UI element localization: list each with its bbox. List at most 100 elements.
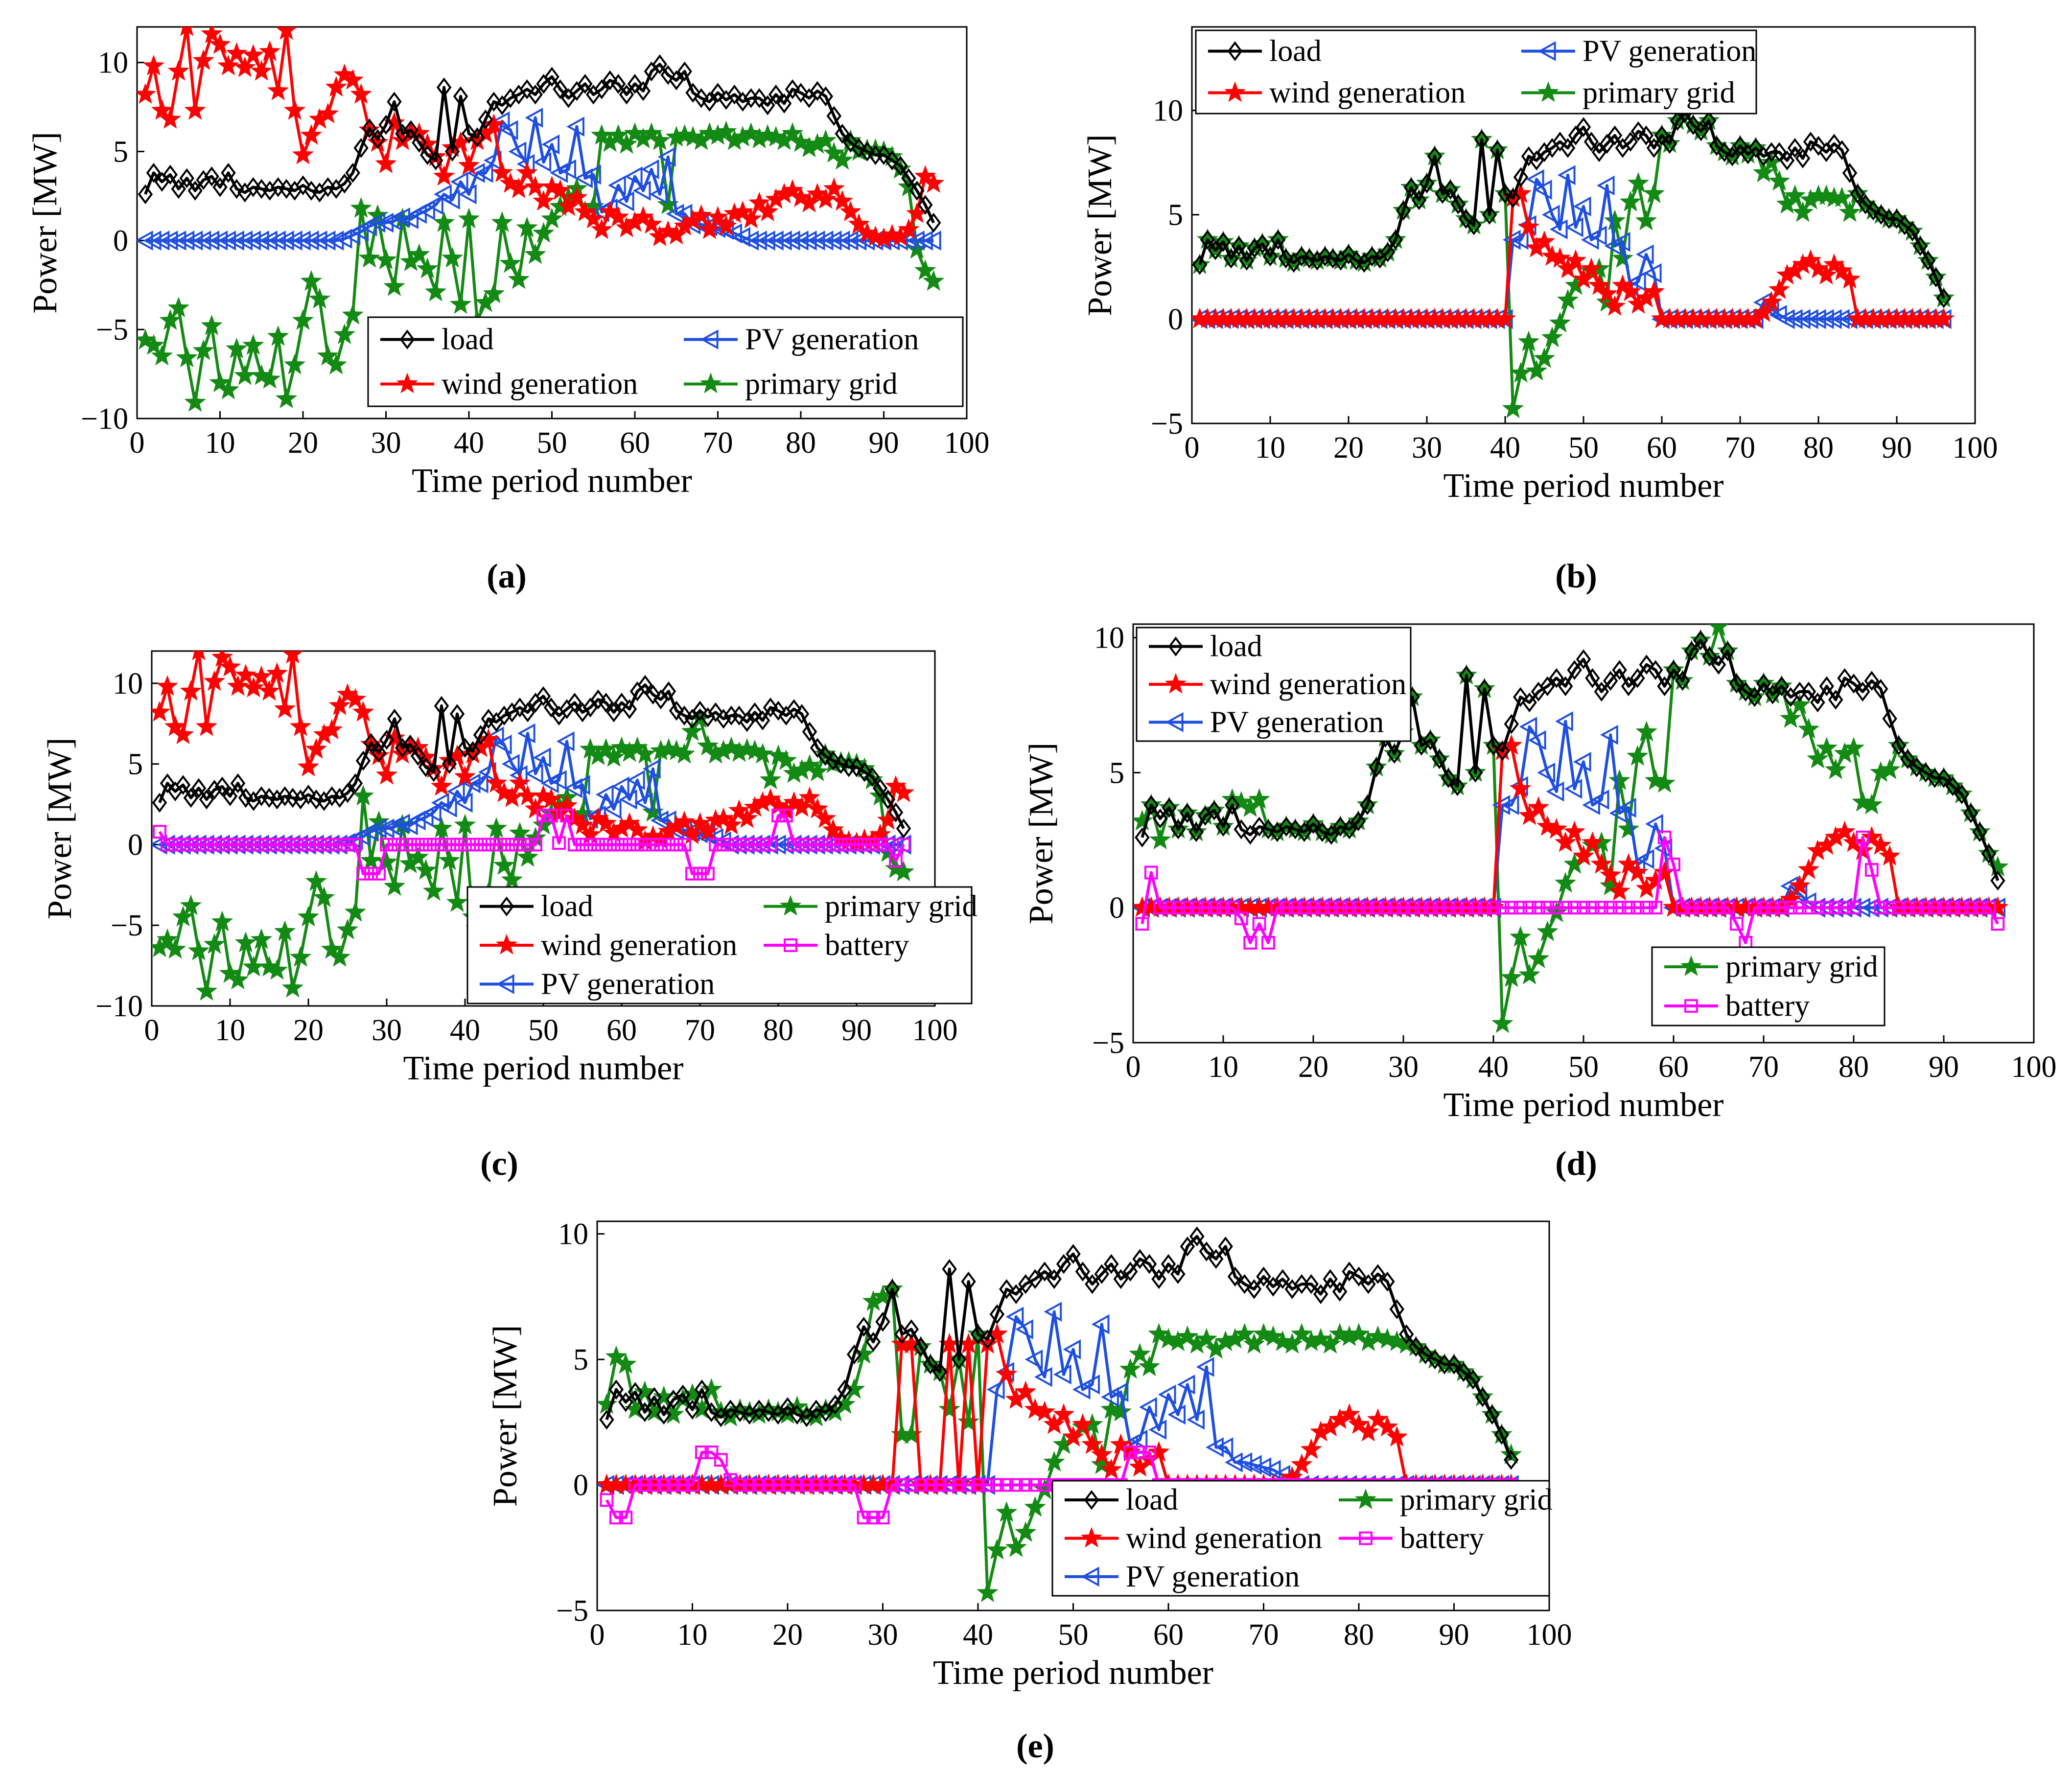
data-point-load [1143, 795, 1159, 815]
data-point-battery [662, 838, 675, 852]
data-point-load [1380, 1271, 1395, 1292]
data-point-load [1466, 1369, 1481, 1390]
data-point-grid [1502, 397, 1524, 419]
data-point-battery [356, 866, 370, 881]
data-point-battery [1000, 1478, 1014, 1492]
data-point-battery [1829, 901, 1843, 915]
data-point-battery [1757, 901, 1770, 915]
data-point-grid [1797, 718, 1820, 739]
data-point-load [187, 181, 203, 201]
data-point-wind [1517, 216, 1540, 237]
data-point-load [535, 686, 551, 706]
data-point-wind [1545, 817, 1567, 839]
data-point-pv [1492, 795, 1510, 815]
data-point-load [1279, 817, 1294, 837]
data-point-wind [283, 99, 306, 120]
data-point-battery [771, 1478, 785, 1492]
data-point-load [656, 1404, 672, 1425]
data-point-load [1304, 1274, 1319, 1294]
data-point-load [481, 709, 496, 729]
data-point-battery [1712, 901, 1725, 915]
data-point-load [739, 712, 755, 732]
data-point-wind [798, 191, 820, 212]
data-point-wind [501, 786, 523, 807]
data-point-battery [809, 1478, 823, 1492]
legend-label-wind: wind generation [541, 929, 737, 962]
data-point-load [246, 177, 261, 197]
data-point-battery [1171, 901, 1185, 915]
data-point-battery [685, 1478, 699, 1492]
data-point-load [1864, 671, 1880, 691]
legend-label-load: load [442, 323, 494, 356]
data-point-wind [1533, 230, 1556, 251]
legend-label-wind: wind generation [1126, 1522, 1322, 1555]
data-point-pv [634, 793, 653, 813]
data-point-load [1918, 763, 1933, 783]
data-point-grid [1525, 360, 1548, 381]
data-point-pv [417, 200, 435, 220]
data-point-load [760, 95, 775, 116]
data-point-pv [446, 781, 465, 802]
data-point-wind [1780, 888, 1802, 909]
data-point-load [1066, 1244, 1081, 1264]
legend-marker-wind [1224, 81, 1246, 102]
data-point-wind [317, 102, 339, 124]
data-point-battery [980, 1478, 995, 1492]
panel-e-legend: load primary grid wind generation battery PV… [1051, 1480, 1553, 1597]
data-point-battery [544, 809, 558, 823]
data-point-load [420, 145, 435, 165]
data-point-pv [533, 152, 552, 172]
data-point-load [1583, 132, 1599, 152]
data-point-load [614, 693, 629, 713]
x-tick-label: 60 [1658, 1050, 1689, 1084]
data-point-wind [798, 786, 821, 807]
data-point-grid [806, 760, 829, 782]
data-point-grid [259, 368, 281, 389]
data-point-wind [151, 99, 173, 120]
data-point-load [457, 738, 473, 758]
x-tick-label: 20 [1298, 1050, 1328, 1084]
x-tick-label: 100 [912, 1014, 958, 1047]
data-point-grid [524, 243, 546, 264]
data-point-grid [180, 894, 202, 915]
series-grid [152, 707, 915, 1001]
data-point-grid [267, 325, 289, 346]
data-point-battery [1442, 901, 1455, 915]
data-point-battery [1657, 830, 1672, 844]
data-point-load [1497, 184, 1513, 204]
data-point-pv [400, 209, 419, 230]
data-point-grid [615, 133, 638, 154]
data-point-load [204, 166, 219, 187]
data-point-load [685, 1400, 700, 1420]
data-point-load [770, 1404, 786, 1425]
data-point-load [1252, 817, 1267, 837]
x-tick-label: 0 [144, 1014, 160, 1047]
data-point-grid [485, 817, 508, 838]
data-point-grid [1148, 1323, 1170, 1344]
data-point-battery [771, 809, 785, 823]
data-point-battery [1038, 1478, 1052, 1492]
data-point-pv [423, 802, 442, 822]
x-tick-label: 0 [590, 1618, 605, 1652]
data-point-load [544, 67, 559, 87]
data-point-pv [1053, 1364, 1071, 1385]
data-point-grid [1500, 966, 1522, 987]
data-point-wind [848, 213, 870, 234]
data-point-wind [1870, 834, 1892, 855]
data-point-load [295, 175, 311, 195]
data-point-wind [640, 213, 663, 234]
x-tick-label: 40 [1478, 1050, 1509, 1084]
data-point-load [1297, 822, 1312, 842]
data-point-battery [372, 866, 386, 881]
data-point-load [932, 1362, 948, 1382]
data-point-load [1549, 668, 1564, 688]
data-point-battery [1676, 901, 1690, 915]
data-point-load [888, 802, 904, 822]
data-point-load [1685, 115, 1701, 135]
data-point-battery [942, 1478, 956, 1492]
data-point-load [1332, 1282, 1348, 1302]
data-point-grid [321, 938, 343, 959]
data-point-pv [572, 775, 590, 795]
data-point-battery [709, 838, 722, 852]
panel-b-x-axis-label: Time period number [1443, 467, 1724, 505]
